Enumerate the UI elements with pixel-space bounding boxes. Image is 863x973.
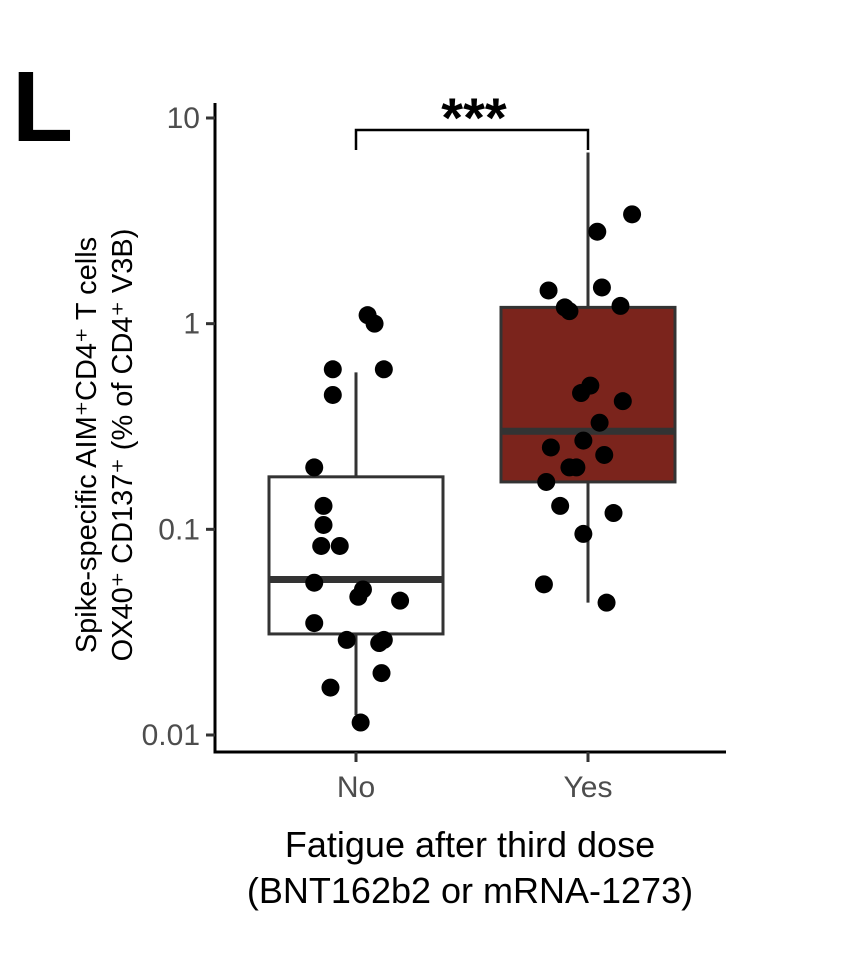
data-point	[572, 384, 591, 403]
data-point	[391, 591, 410, 610]
panel-label: L	[12, 51, 73, 163]
data-point	[365, 314, 384, 333]
box-layer	[267, 152, 677, 716]
data-point	[323, 385, 342, 404]
data-point	[595, 445, 614, 464]
data-point	[305, 573, 324, 592]
data-point	[588, 222, 607, 241]
data-point	[372, 664, 391, 683]
data-point	[551, 496, 570, 515]
significance-label: ***	[441, 86, 507, 149]
data-point	[613, 392, 632, 411]
y-tick-label: 10	[167, 102, 200, 135]
data-point	[321, 678, 340, 697]
data-point	[623, 205, 642, 224]
data-point	[567, 458, 586, 477]
y-tick-label: 1	[183, 308, 200, 341]
data-point	[370, 634, 389, 653]
data-point	[574, 524, 593, 543]
x-tick-label: Yes	[564, 771, 613, 804]
bracket-line	[354, 128, 590, 150]
data-point	[597, 593, 616, 612]
y-axis-title-line1: Spike-specific AIM⁺CD4⁺ T cells	[71, 237, 103, 653]
data-point	[537, 472, 556, 491]
x-axis-title-line1: Fatigue after third dose	[285, 824, 655, 865]
data-point	[534, 575, 553, 594]
x-ticks: No Yes	[337, 752, 613, 804]
data-point	[604, 504, 623, 523]
point-layer	[305, 205, 642, 732]
data-point	[305, 614, 324, 633]
data-point	[592, 278, 611, 297]
data-point	[330, 536, 349, 555]
plot-panel: *** 10 1 0.1 0.01 No Yes	[142, 86, 726, 804]
y-tick-label: 0.01	[142, 719, 200, 752]
data-point	[337, 630, 356, 649]
data-point	[312, 536, 331, 555]
box-no	[267, 372, 445, 716]
x-axis-title-line2: (BNT162b2 or mRNA-1273)	[247, 870, 693, 911]
y-tick-label: 0.1	[158, 513, 200, 546]
y-ticks: 10 1 0.1 0.01	[142, 102, 215, 752]
data-point	[314, 496, 333, 515]
data-point	[574, 431, 593, 450]
data-point	[611, 296, 630, 315]
significance-bracket: ***	[354, 86, 590, 150]
data-point	[349, 587, 368, 606]
data-point	[374, 360, 393, 379]
data-point	[590, 413, 609, 432]
data-point	[323, 360, 342, 379]
data-point	[351, 713, 370, 732]
data-point	[539, 281, 558, 300]
data-point	[314, 515, 333, 534]
x-tick-label: No	[337, 771, 375, 804]
data-point	[541, 438, 560, 457]
data-point	[560, 302, 579, 321]
y-axis-title-line2: OX40⁺ CD137⁺ (% of CD4⁺ V3B)	[107, 229, 139, 662]
data-point	[305, 458, 324, 477]
box-body	[267, 475, 445, 636]
